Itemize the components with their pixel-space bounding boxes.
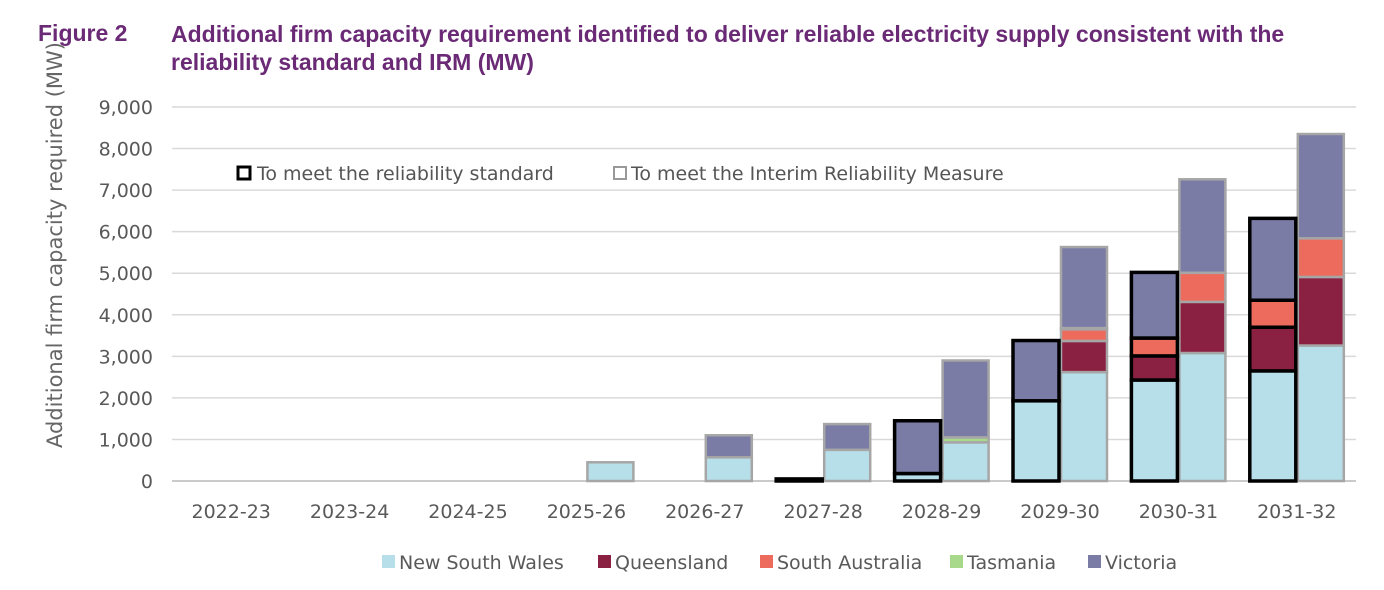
- y-tick-label: 1,000: [99, 429, 153, 451]
- legend-label: Victoria: [1105, 552, 1177, 574]
- reliability-bar-segment-south-australia: [1129, 336, 1180, 358]
- bars: [586, 132, 1346, 483]
- y-axis-label: Additional firm capacity required (MW): [43, 42, 67, 448]
- reliability-bar-segment-queensland: [1248, 325, 1298, 373]
- irm-bar-segment-new-south-wales: [586, 461, 635, 483]
- x-tick-label: 2022-23: [192, 501, 271, 523]
- irm-bar-segment-south-australia: [1296, 237, 1346, 279]
- y-tick-labels: 0 1,000 2,000 3,000 4,000 5,000 6,000 7,000 8,00…: [99, 97, 153, 493]
- reliability-bar-segment-victoria: [892, 418, 943, 476]
- legend-swatch: [760, 555, 773, 568]
- y-tick-label: 9,000: [99, 97, 153, 119]
- legend-label: Tasmania: [966, 552, 1056, 574]
- x-tick-label: 2028-29: [902, 501, 981, 523]
- x-tick-label: 2027-28: [784, 501, 863, 523]
- x-tick-label: 2030-31: [1139, 501, 1218, 523]
- x-tick-label: 2023-24: [310, 501, 389, 523]
- reliability-bar-segment-victoria: [1129, 270, 1180, 340]
- y-tick-label: 8,000: [99, 139, 153, 161]
- reliability-bar-segment-victoria: [774, 477, 824, 483]
- figure-title: Additional firm capacity requirement ide…: [171, 21, 1285, 75]
- irm-bar-segment-queensland: [1178, 300, 1227, 355]
- reliability-bar-segment-south-australia: [1248, 298, 1298, 329]
- x-tick-label: 2024-25: [428, 501, 507, 523]
- irm-bar-segment-queensland: [1059, 339, 1109, 374]
- irm-bar-segment-queensland: [1296, 275, 1346, 347]
- x-tick-labels: 2022-23 2023-24 2024-25 2025-26 2026-27 2027-…: [192, 501, 1337, 523]
- x-tick-label: 2026-27: [665, 501, 744, 523]
- irm-bar-segment-new-south-wales: [941, 441, 990, 483]
- y-tick-label: 7,000: [99, 180, 153, 202]
- irm-bar-segment-new-south-wales: [822, 448, 872, 483]
- y-tick-label: 2,000: [99, 388, 153, 410]
- reliability-standard-legend-swatch: [236, 165, 252, 181]
- reliability-bar-segment-new-south-wales: [1248, 369, 1298, 483]
- irm-bar-segment-victoria: [1296, 132, 1346, 240]
- irm-bar-segment-new-south-wales: [704, 456, 754, 483]
- irm-bar-segment-new-south-wales: [1296, 344, 1346, 483]
- y-tick-label: 4,000: [99, 305, 153, 327]
- irm-bar-segment-new-south-wales: [1178, 351, 1227, 483]
- reliability-bar-segment-victoria: [1248, 216, 1298, 302]
- group-legend: To meet the reliability standard To meet…: [236, 163, 1004, 185]
- x-tick-label: 2031-32: [1257, 501, 1336, 523]
- irm-legend-label: To meet the Interim Reliability Measure: [630, 163, 1004, 185]
- figure-label: Figure 2: [38, 20, 128, 46]
- reliability-bar-segment-queensland: [1129, 354, 1180, 382]
- irm-bar-segment-victoria: [1178, 178, 1227, 275]
- y-tick-label: 0: [141, 471, 153, 493]
- x-tick-label: 2025-26: [547, 501, 626, 523]
- irm-bar-segment-south-australia: [1178, 271, 1227, 304]
- legend-swatch: [382, 555, 395, 568]
- x-tick-label: 2029-30: [1020, 501, 1099, 523]
- legend-swatch: [950, 555, 963, 568]
- y-tick-label: 6,000: [99, 222, 153, 244]
- irm-bar-segment-new-south-wales: [1059, 370, 1109, 483]
- legend-swatch: [1088, 555, 1101, 568]
- irm-bar-segment-south-australia: [1059, 328, 1109, 343]
- legend-label: South Australia: [777, 552, 922, 574]
- y-tick-label: 5,000: [99, 263, 153, 285]
- reliability-bar-segment-new-south-wales: [1011, 399, 1061, 483]
- irm-bar-segment-victoria: [941, 359, 990, 439]
- legend-swatch: [598, 555, 611, 568]
- irm-bar-segment-victoria: [704, 434, 754, 459]
- irm-bar-segment-victoria: [1059, 245, 1109, 330]
- y-tick-label: 3,000: [99, 346, 153, 368]
- irm-bar-segment-victoria: [822, 422, 872, 452]
- legend-label: New South Wales: [399, 552, 564, 574]
- reliability-bar-segment-new-south-wales: [1129, 378, 1180, 483]
- reliability-standard-legend-label: To meet the reliability standard: [256, 163, 554, 185]
- irm-legend-swatch: [613, 166, 627, 180]
- legend-label: Queensland: [615, 552, 728, 574]
- reliability-bar-segment-victoria: [1011, 338, 1061, 403]
- series-legend: New South Wales Queensland South Australia…: [382, 552, 1177, 574]
